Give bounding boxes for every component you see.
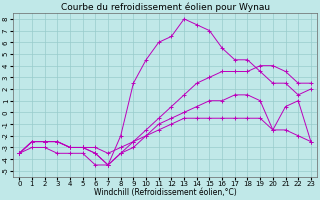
X-axis label: Windchill (Refroidissement éolien,°C): Windchill (Refroidissement éolien,°C) (94, 188, 236, 197)
Title: Courbe du refroidissement éolien pour Wynau: Courbe du refroidissement éolien pour Wy… (60, 3, 270, 12)
